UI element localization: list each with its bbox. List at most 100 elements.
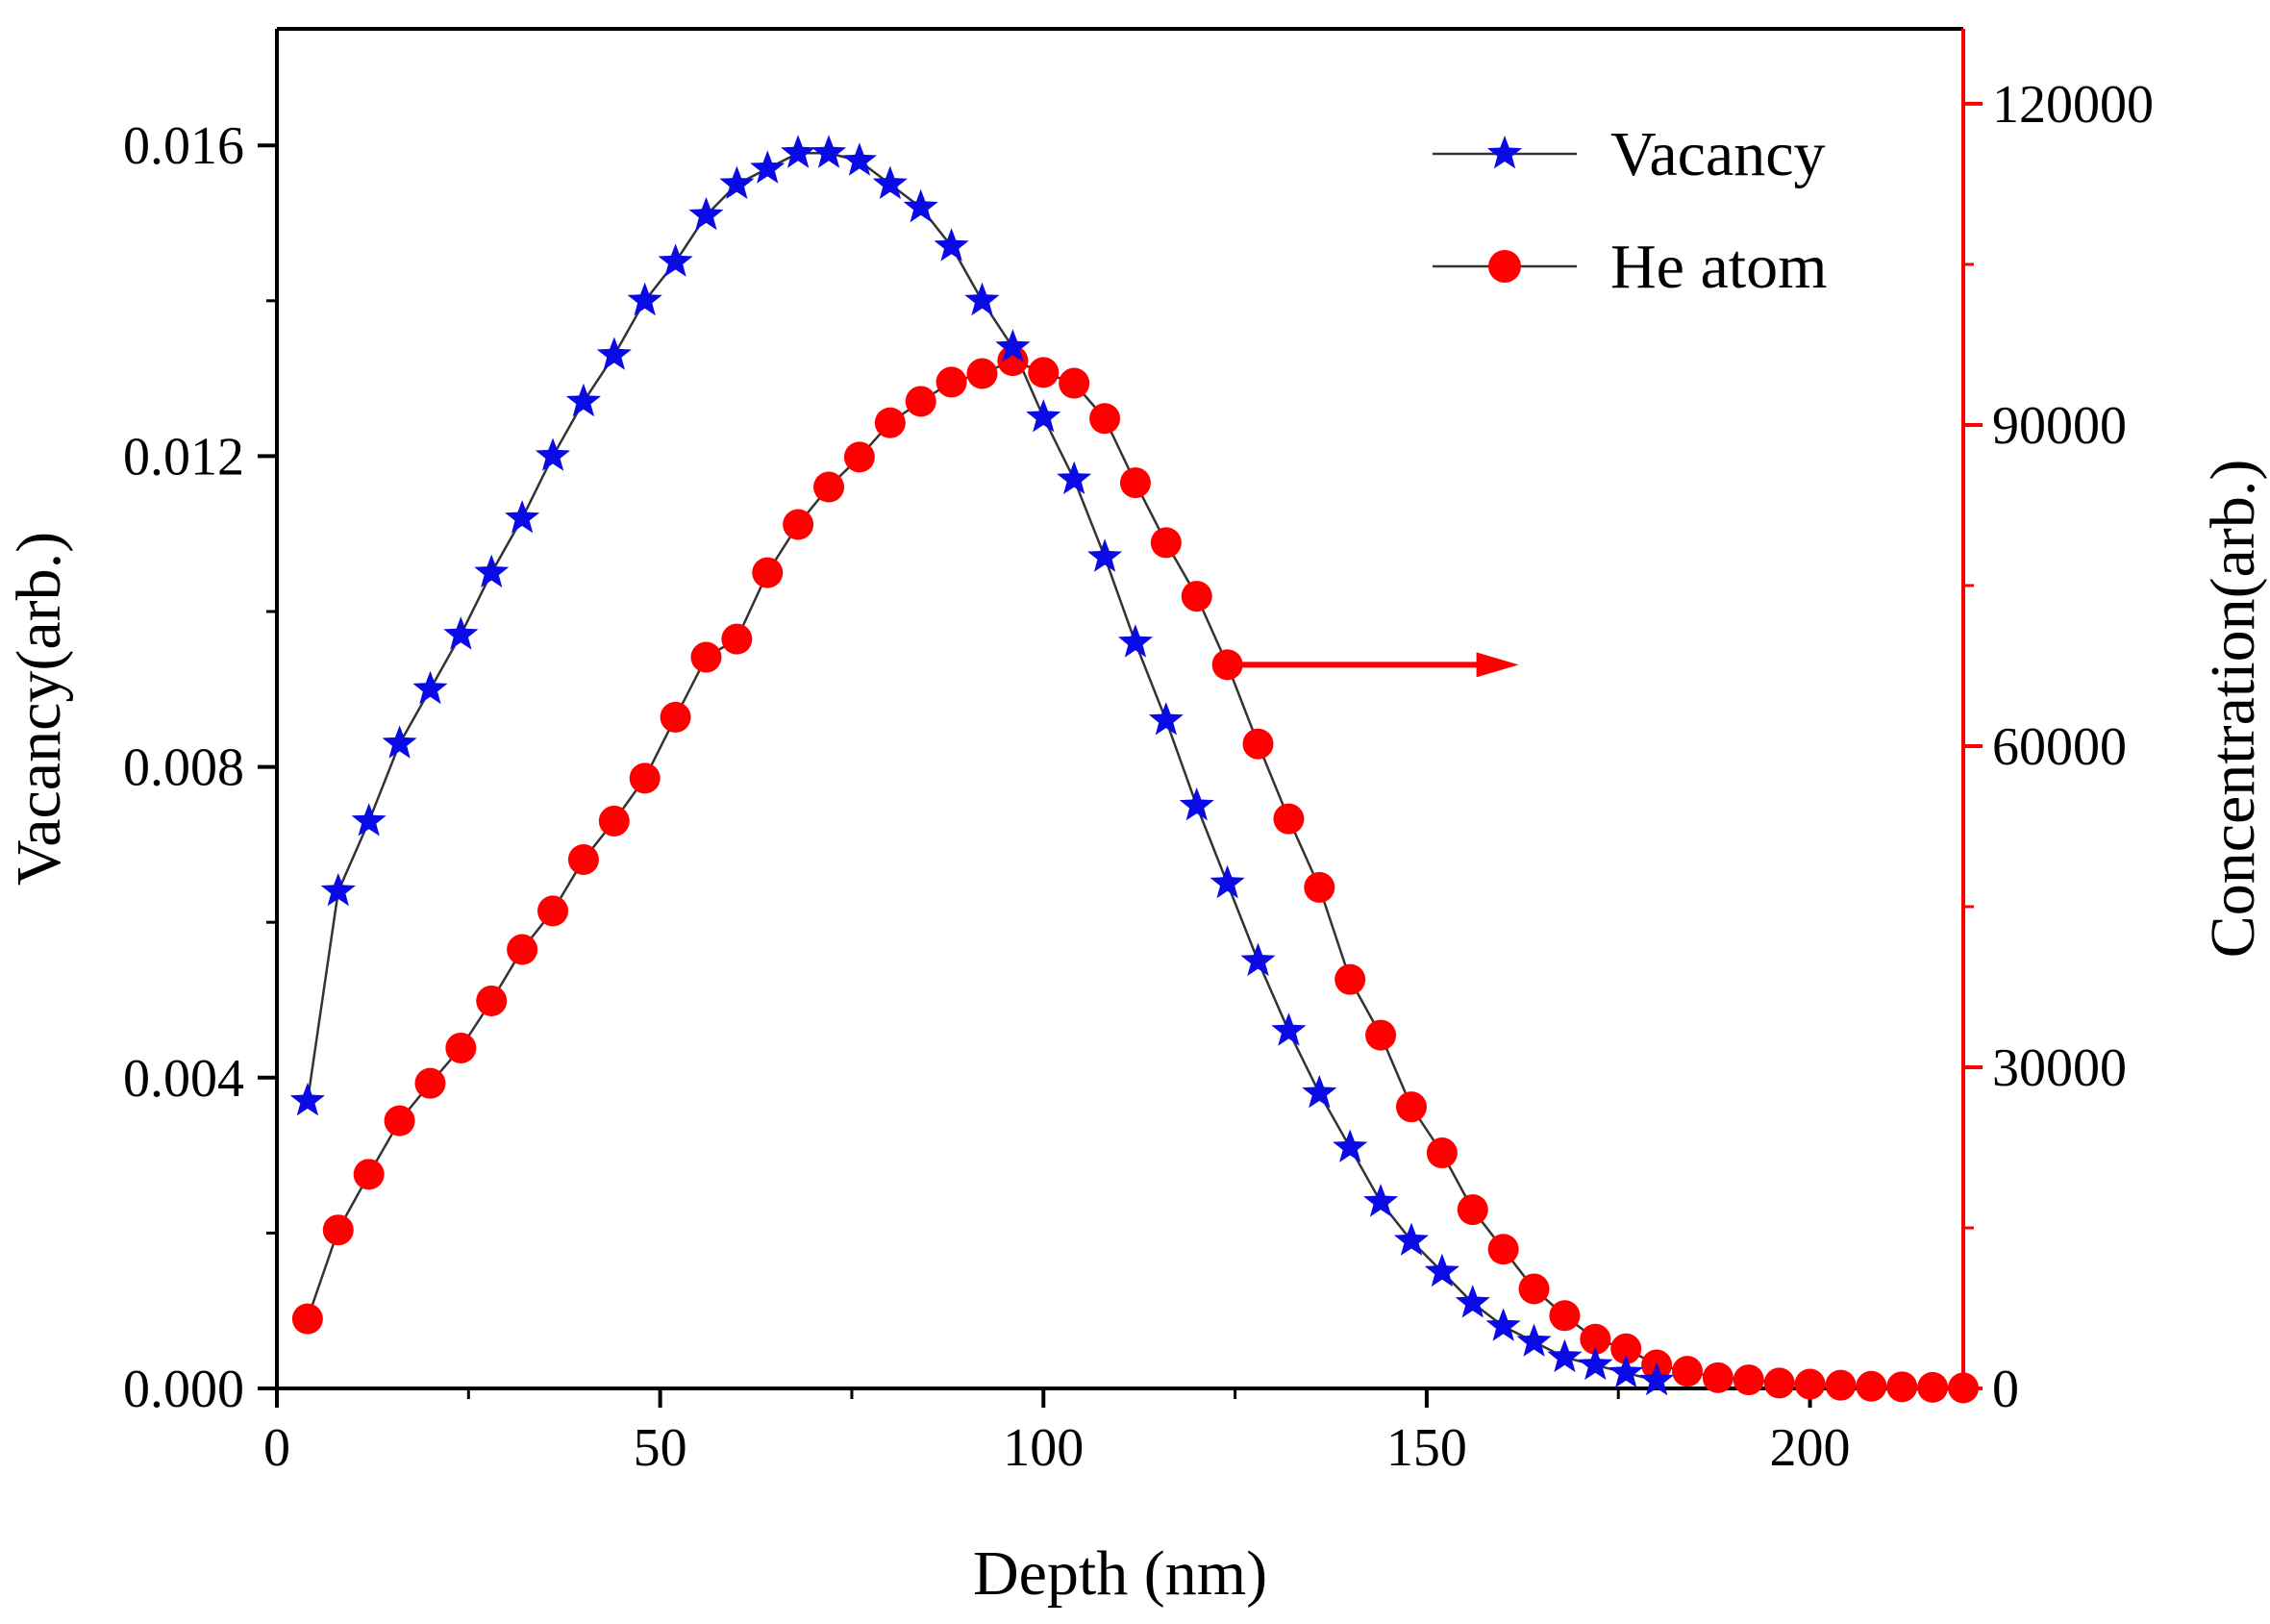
he-atom-point: [1426, 1137, 1458, 1169]
he-atom-point: [476, 985, 508, 1016]
vacancy-point: [841, 142, 877, 176]
vacancy-point: [1179, 787, 1214, 821]
vacancy-point: [750, 150, 786, 184]
he-atom-point: [1917, 1371, 1949, 1403]
legend-item-he-atom: He atom: [1433, 232, 1827, 302]
vacancy-point: [1609, 1354, 1644, 1388]
legend: Vacancy He atom: [1433, 119, 1827, 302]
vacancy-point: [505, 500, 540, 534]
vacancy-point: [1639, 1362, 1675, 1396]
right-y-tick-label: 120000: [1992, 75, 2154, 135]
x-tick-label: 0: [263, 1418, 290, 1478]
vacancy-point: [1578, 1346, 1613, 1381]
he-atom-point: [783, 509, 814, 540]
he-atom-point: [1273, 803, 1305, 835]
vacancy-point: [1424, 1253, 1459, 1287]
he-atom-point: [905, 386, 936, 417]
vacancy-point: [382, 725, 417, 759]
vacancy-point: [535, 437, 571, 471]
vacancy-point: [872, 165, 908, 199]
vacancy-point: [719, 165, 755, 199]
vacancy-point: [289, 1083, 325, 1116]
he-atom-point: [1856, 1370, 1887, 1402]
vacancy-point: [1057, 461, 1092, 494]
he-atom-point: [935, 366, 967, 398]
he-atom-point: [414, 1067, 446, 1099]
he-atom-point: [1059, 367, 1090, 399]
he-atom-point: [1365, 1019, 1397, 1051]
x-tick-label: 50: [634, 1418, 687, 1478]
he-atom-point: [1518, 1273, 1550, 1305]
legend-label-he-atom: He atom: [1610, 232, 1827, 302]
he-atom-point: [1671, 1356, 1703, 1387]
vacancy-point: [1393, 1222, 1429, 1256]
he-atom-point: [1702, 1362, 1734, 1393]
x-axis: 0 50 100 150 200: [263, 1387, 1963, 1478]
he-atom-point: [353, 1159, 385, 1190]
he-atom-point: [1794, 1368, 1826, 1400]
he-atom-point: [567, 843, 599, 875]
he-atom-point: [660, 701, 691, 733]
vacancy-point: [1516, 1323, 1552, 1357]
x-tick-label: 100: [1003, 1418, 1084, 1478]
right-y-axis-label: Concentration(arb.): [2198, 460, 2268, 959]
he-atom-point: [1150, 527, 1182, 559]
he-atom-point: [1580, 1323, 1611, 1355]
vacancy-point: [320, 872, 356, 907]
left-y-tick-label: 0.016: [123, 116, 244, 176]
vacancy-point: [688, 196, 724, 231]
x-tick-label: 150: [1386, 1418, 1467, 1478]
annotation-arrow: [1227, 652, 1519, 678]
he-atom-point: [1304, 871, 1335, 903]
legend-marker-he-atom: [1488, 250, 1521, 283]
vacancy-point: [1455, 1285, 1490, 1318]
he-atom-point: [1549, 1300, 1581, 1332]
he-atom-point: [1457, 1194, 1488, 1226]
he-atom-point: [752, 557, 784, 588]
vacancy-point: [995, 329, 1031, 362]
vacancy-point: [1210, 864, 1245, 899]
vacancy-point: [1271, 1012, 1307, 1046]
he-atom-point: [1610, 1333, 1642, 1364]
x-axis-label: Depth (nm): [973, 1538, 1267, 1609]
vacancy-point: [1087, 538, 1123, 572]
left-y-tick-label: 0.012: [123, 427, 244, 487]
vacancy-point: [1363, 1184, 1399, 1217]
vacancy-point: [811, 135, 847, 168]
left-y-tick-label: 0.000: [123, 1360, 244, 1419]
annotation-arrow-head: [1476, 652, 1519, 678]
left-y-axis: 0.000 0.004 0.008 0.012 0.016: [123, 29, 279, 1419]
vacancy-point: [903, 188, 938, 223]
he-atom-point: [1948, 1372, 1979, 1404]
vacancy-point: [1026, 399, 1061, 433]
he-atom-point: [445, 1032, 477, 1063]
vacancy-point: [474, 554, 510, 587]
he-atom-point: [1733, 1364, 1764, 1396]
he-atom-point: [1028, 357, 1060, 388]
he-atom-point: [537, 895, 569, 927]
he-atom-point: [874, 407, 906, 438]
he-atom-point: [843, 441, 875, 473]
vacancy-point: [934, 228, 969, 262]
he-atom-point: [1335, 963, 1366, 995]
right-y-axis: 0 30000 60000 90000 120000: [1961, 29, 2154, 1419]
he-atom-point: [966, 358, 998, 389]
he-atom-point: [629, 762, 661, 794]
vacancy-point: [1117, 624, 1153, 658]
vacancy-series-points: [289, 135, 1675, 1396]
he-atom-point: [322, 1214, 354, 1246]
he-atom-point: [721, 623, 753, 655]
he-atom-point: [1886, 1371, 1918, 1403]
legend-item-vacancy: Vacancy: [1433, 119, 1826, 189]
vacancy-point: [596, 337, 632, 370]
right-y-tick-label: 30000: [1992, 1038, 2127, 1098]
right-y-tick-label: 60000: [1992, 717, 2127, 777]
he-atom-point: [507, 934, 538, 965]
x-tick-label: 200: [1770, 1418, 1851, 1478]
he-atom-point: [598, 805, 630, 837]
he-atom-point: [1395, 1091, 1427, 1123]
he-atom-point: [1763, 1367, 1795, 1399]
he-atom-point: [1825, 1369, 1857, 1401]
